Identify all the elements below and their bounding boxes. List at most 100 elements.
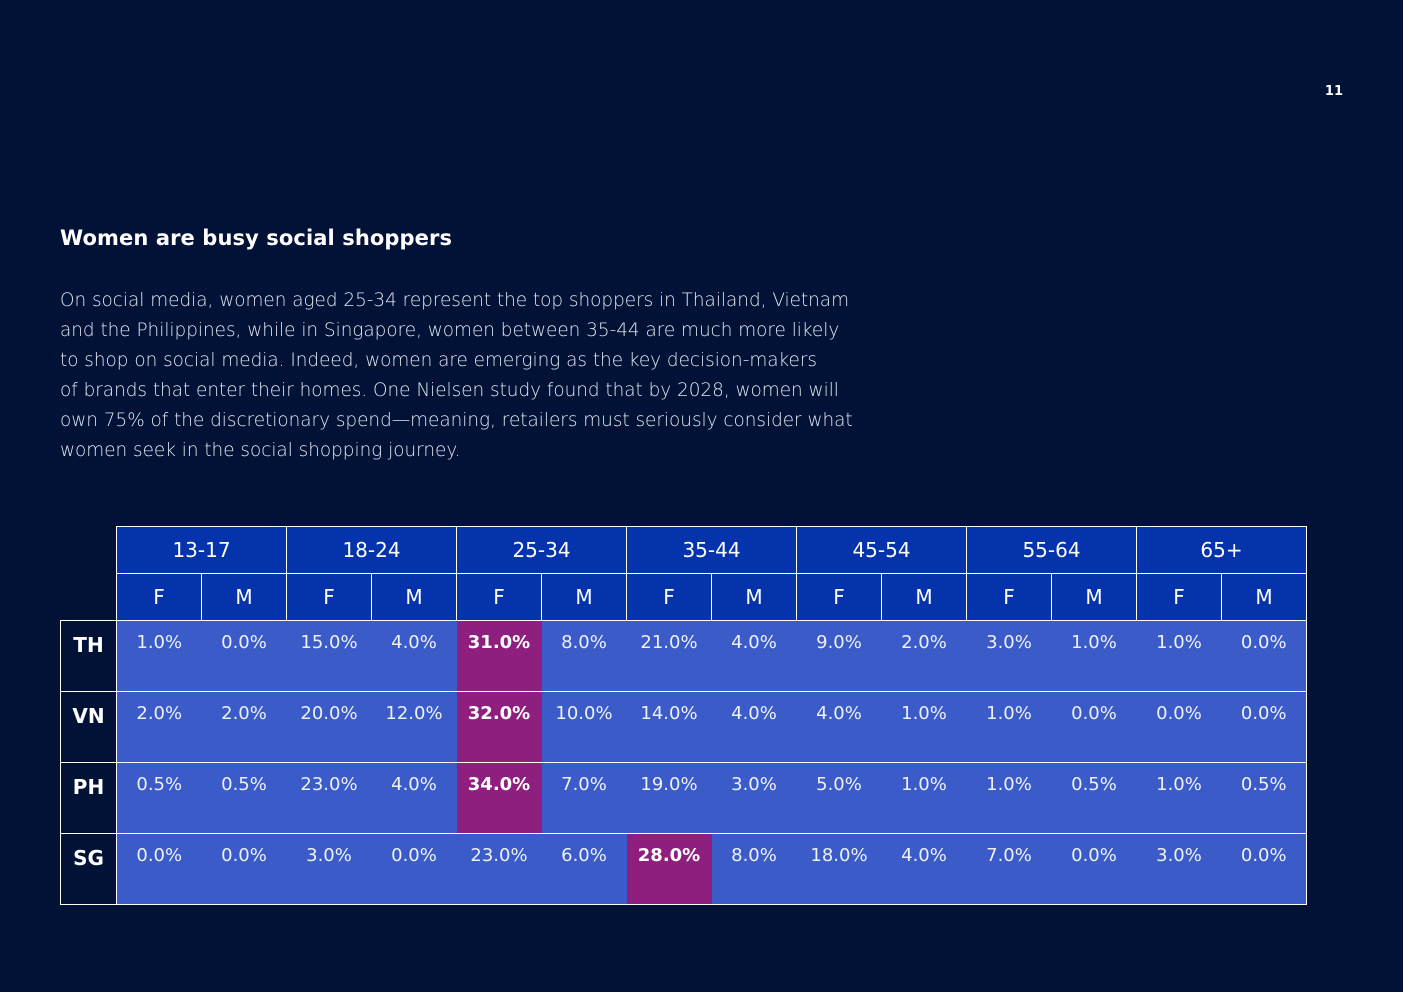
table-cell: 4.0% <box>371 620 457 692</box>
sex-header-female: F <box>966 573 1052 621</box>
table-row: PH 0.5% 0.5% 23.0% 4.0% 34.0% 7.0% 19.0% 3.0% 5.0… <box>60 762 1307 834</box>
table-cell: 4.0% <box>711 691 797 763</box>
table-cell: 1.0% <box>1136 762 1222 834</box>
row-country-label: SG <box>60 833 117 905</box>
age-group-header: 25-34 <box>456 526 627 574</box>
age-group-header: 13-17 <box>116 526 287 574</box>
table-cell: 9.0% <box>796 620 882 692</box>
table-cell: 3.0% <box>966 620 1052 692</box>
table-cell: 2.0% <box>881 620 967 692</box>
body-line: of brands that enter their homes. One Ni… <box>60 380 839 401</box>
table-body: TH 1.0% 0.0% 15.0% 4.0% 31.0% 8.0% 21.0% 4.0% 9.0… <box>60 620 1307 905</box>
table-cell: 14.0% <box>626 691 712 763</box>
table-cell: 1.0% <box>1136 620 1222 692</box>
table-cell: 23.0% <box>456 833 542 905</box>
sex-header-female: F <box>116 573 202 621</box>
table-cell: 18.0% <box>796 833 882 905</box>
table-cell: 1.0% <box>116 620 202 692</box>
table-cell: 12.0% <box>371 691 457 763</box>
table-corner <box>61 527 117 574</box>
table-cell: 0.0% <box>201 620 287 692</box>
table-cell: 1.0% <box>966 691 1052 763</box>
age-group-header: 18-24 <box>286 526 457 574</box>
table-row: SG 0.0% 0.0% 3.0% 0.0% 23.0% 6.0% 28.0% 8.0% 18.0… <box>60 833 1307 905</box>
section-heading: Women are busy social shoppers <box>60 226 453 250</box>
table-cell: 0.0% <box>1221 620 1307 692</box>
body-line: On social media, women aged 25-34 repres… <box>60 290 849 311</box>
page-number: 11 <box>1324 84 1343 99</box>
age-group-header: 65+ <box>1136 526 1307 574</box>
table-cell: 0.0% <box>201 833 287 905</box>
body-line: and the Philippines, while in Singapore,… <box>60 320 840 341</box>
table-cell-highlight: 28.0% <box>626 833 712 905</box>
table-cell: 8.0% <box>541 620 627 692</box>
table-row: TH 1.0% 0.0% 15.0% 4.0% 31.0% 8.0% 21.0% 4.0% 9.0… <box>60 620 1307 692</box>
row-country-label: VN <box>60 691 117 763</box>
table-cell: 1.0% <box>881 762 967 834</box>
table-cell: 0.0% <box>1221 691 1307 763</box>
age-group-header: 55-64 <box>966 526 1137 574</box>
table-cell: 8.0% <box>711 833 797 905</box>
table-cell: 10.0% <box>541 691 627 763</box>
table-cell-highlight: 31.0% <box>456 620 542 692</box>
table-cell: 5.0% <box>796 762 882 834</box>
body-paragraph: On social media, women aged 25-34 repres… <box>60 286 920 466</box>
table-cell: 4.0% <box>796 691 882 763</box>
sex-header-female: F <box>626 573 712 621</box>
row-country-label: TH <box>60 620 117 692</box>
table-cell: 1.0% <box>966 762 1052 834</box>
sex-header-female: F <box>796 573 882 621</box>
row-country-label: PH <box>60 762 117 834</box>
sex-header-female: F <box>286 573 372 621</box>
table-cell: 6.0% <box>541 833 627 905</box>
social-shoppers-table: 13-17 18-24 25-34 35-44 45-54 55-64 65+ … <box>60 526 1307 905</box>
table-cell-highlight: 34.0% <box>456 762 542 834</box>
age-group-header: 45-54 <box>796 526 967 574</box>
body-line: to shop on social media. Indeed, women a… <box>60 350 817 371</box>
table-cell: 3.0% <box>711 762 797 834</box>
table-cell: 0.5% <box>1221 762 1307 834</box>
table-cell: 0.5% <box>1051 762 1137 834</box>
table-cell: 0.0% <box>1136 691 1222 763</box>
body-line: own 75% of the discretionary spend—meani… <box>60 410 853 431</box>
table-cell: 19.0% <box>626 762 712 834</box>
table-cell: 2.0% <box>116 691 202 763</box>
table-cell: 7.0% <box>966 833 1052 905</box>
sex-header-male: M <box>201 573 287 621</box>
table-cell: 21.0% <box>626 620 712 692</box>
table-cell: 0.5% <box>201 762 287 834</box>
sex-header-female: F <box>1136 573 1222 621</box>
table-cell-highlight: 32.0% <box>456 691 542 763</box>
table-cell: 0.0% <box>1221 833 1307 905</box>
sex-header-female: F <box>456 573 542 621</box>
body-line: women seek in the social shopping journe… <box>60 440 461 461</box>
table-cell: 2.0% <box>201 691 287 763</box>
sex-header-male: M <box>1221 573 1307 621</box>
sex-header-male: M <box>541 573 627 621</box>
table-cell: 20.0% <box>286 691 372 763</box>
table-cell: 1.0% <box>881 691 967 763</box>
sex-header-male: M <box>881 573 967 621</box>
table-cell: 3.0% <box>286 833 372 905</box>
sex-header-male: M <box>371 573 457 621</box>
table-cell: 0.0% <box>1051 691 1137 763</box>
table-corner <box>61 574 117 621</box>
sex-header-row: F M F M F M F M F M F M F M <box>61 573 1307 621</box>
table-cell: 0.5% <box>116 762 202 834</box>
table-cell: 23.0% <box>286 762 372 834</box>
sex-header-male: M <box>711 573 797 621</box>
table-cell: 7.0% <box>541 762 627 834</box>
age-group-header-row: 13-17 18-24 25-34 35-44 45-54 55-64 65+ <box>61 526 1307 574</box>
table-cell: 15.0% <box>286 620 372 692</box>
table-cell: 3.0% <box>1136 833 1222 905</box>
table-cell: 4.0% <box>371 762 457 834</box>
table-cell: 4.0% <box>881 833 967 905</box>
table-cell: 4.0% <box>711 620 797 692</box>
age-group-header: 35-44 <box>626 526 797 574</box>
table-cell: 0.0% <box>371 833 457 905</box>
table-row: VN 2.0% 2.0% 20.0% 12.0% 32.0% 10.0% 14.0% 4.0% 4… <box>60 691 1307 763</box>
sex-header-male: M <box>1051 573 1137 621</box>
table-cell: 1.0% <box>1051 620 1137 692</box>
table-cell: 0.0% <box>1051 833 1137 905</box>
table-cell: 0.0% <box>116 833 202 905</box>
